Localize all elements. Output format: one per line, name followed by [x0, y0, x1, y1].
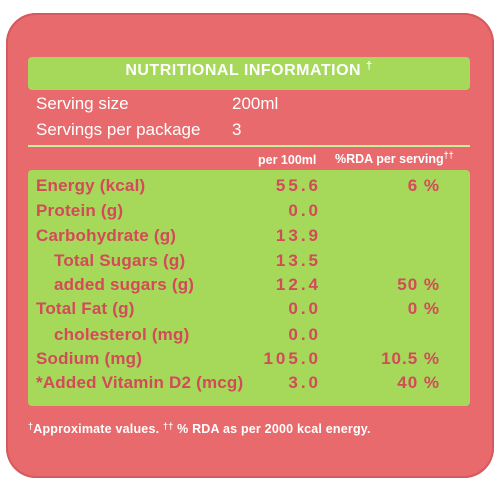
column-header-rda: %RDA per serving††	[335, 150, 454, 166]
nutrient-label: cholesterol (mg)	[54, 325, 190, 344]
nutrient-per100-value: 13.5	[275, 251, 321, 270]
nutrient-label: Sodium (mg)	[36, 349, 143, 368]
nutrition-title: NUTRITIONAL INFORMATION †	[125, 60, 373, 79]
nutrient-rda-value: 40 %	[397, 373, 440, 392]
nutrient-per100-value: 0.0	[288, 201, 321, 220]
divider	[28, 145, 470, 147]
column-header-per100: per 100ml	[258, 153, 317, 167]
nutrient-label: Energy (kcal)	[36, 176, 146, 195]
nutrient-per100-value: 13.9	[275, 226, 321, 245]
header-band	[28, 57, 470, 90]
nutrient-band	[28, 170, 470, 406]
nutrient-rda-value: 6 %	[407, 176, 440, 195]
nutrient-per100-value: 105.0	[263, 349, 321, 368]
nutrient-rda-value: 10.5 %	[381, 349, 440, 368]
nutrient-label: Carbohydrate (g)	[36, 226, 177, 245]
serving-size-value: 200ml	[232, 94, 279, 113]
nutrient-label: added sugars (g)	[54, 275, 195, 294]
nutrient-per100-value: 12.4	[275, 275, 321, 294]
servings-per-package-label: Servings per package	[36, 120, 201, 139]
serving-size-label: Serving size	[36, 94, 129, 113]
footnote: †Approximate values. †† % RDA as per 200…	[28, 421, 371, 436]
nutrient-rda-value: 0 %	[407, 299, 440, 318]
nutrient-per100-value: 55.6	[275, 176, 321, 195]
nutrient-label: *Added Vitamin D2 (mcg)	[36, 373, 244, 392]
nutrient-label: Total Fat (g)	[36, 299, 135, 318]
nutrient-per100-value: 0.0	[288, 299, 321, 318]
nutrient-per100-value: 0.0	[288, 325, 321, 344]
nutrient-per100-value: 3.0	[288, 373, 321, 392]
nutrient-label: Protein (g)	[36, 201, 124, 220]
nutrient-rda-value: 50 %	[397, 275, 440, 294]
nutrient-label: Total Sugars (g)	[54, 251, 186, 270]
servings-per-package-value: 3	[232, 120, 242, 139]
